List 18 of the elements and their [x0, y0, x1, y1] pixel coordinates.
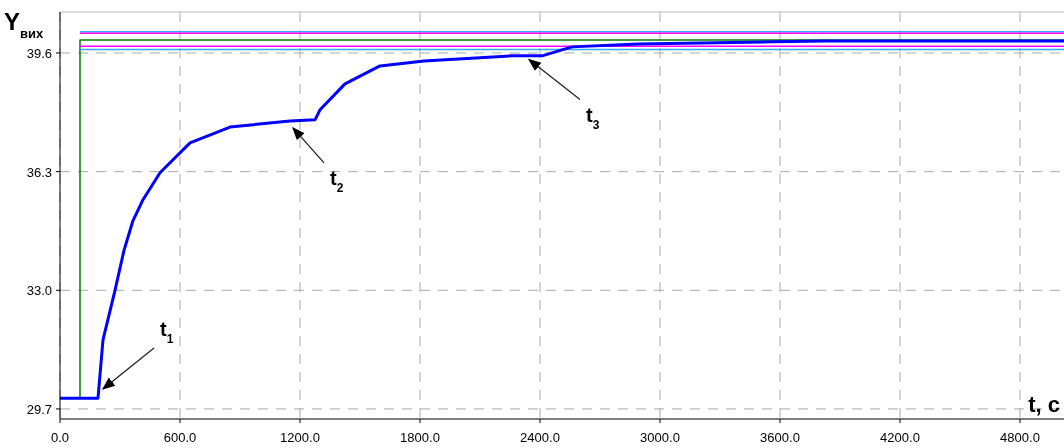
- annotation: t$_{3}$: [586, 103, 600, 132]
- x-tick-label: 2400.0: [520, 430, 560, 445]
- x-tick-label: 4800.0: [1000, 430, 1040, 445]
- x-tick-label: 3000.0: [640, 430, 680, 445]
- annotation: t$_{2}$: [330, 166, 344, 195]
- y-tick-label: 29.7: [26, 401, 52, 417]
- y-axis-title: Y$_{вих}$: [4, 8, 44, 41]
- x-axis-title: t, с: [1028, 392, 1060, 417]
- y-tick-label: 33.0: [26, 283, 52, 299]
- x-tick-label: 600.0: [163, 430, 197, 445]
- x-tick-label: 3600.0: [760, 430, 800, 445]
- x-tick-label: 4200.0: [880, 430, 920, 445]
- x-tick-label: 1200.0: [280, 430, 320, 445]
- x-tick-label: 1800.0: [400, 430, 440, 445]
- annotation: t$_{1}$: [160, 317, 174, 346]
- y-tick-label: 39.6: [26, 45, 52, 61]
- y-tick-label: 36.3: [26, 164, 52, 180]
- x-tick-label: 0.0: [50, 430, 70, 445]
